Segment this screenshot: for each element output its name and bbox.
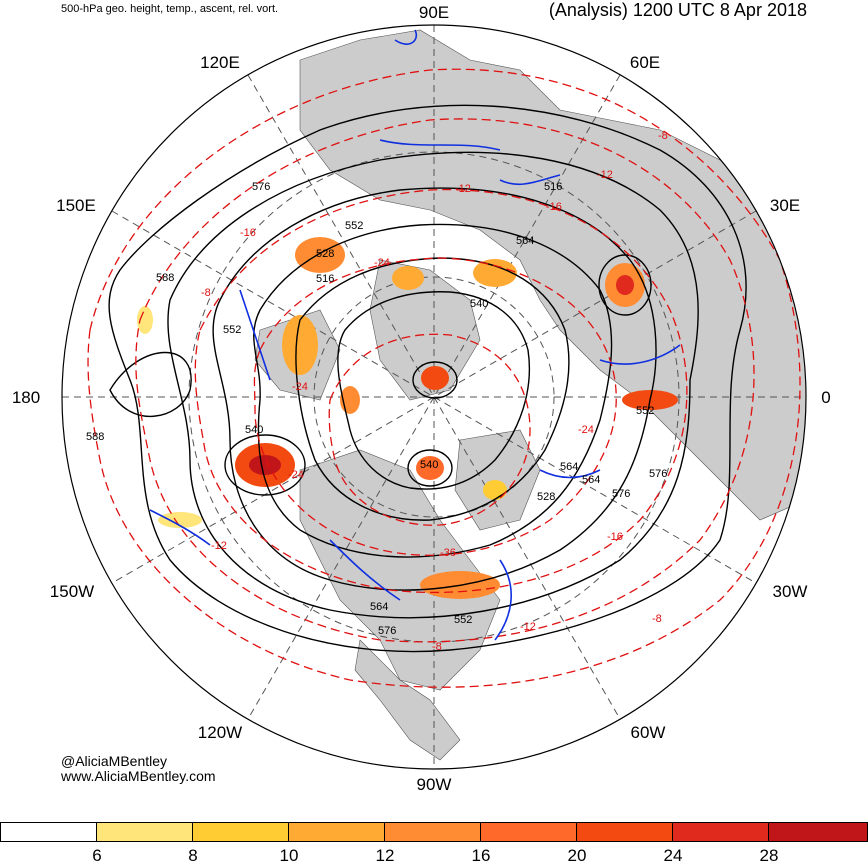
vort-blob [483, 480, 507, 500]
height-labels: 576 552 528 516 588 540 564 516 540 552 … [86, 181, 667, 637]
colorbar-tick: 28 [759, 846, 779, 865]
colorbar-cell [0, 822, 97, 842]
lon-label: 60W [631, 723, 666, 742]
credit-url: www.AliciaMBentley.com [61, 768, 216, 784]
lon-label: 30E [770, 196, 800, 215]
central-america-land [354, 639, 461, 761]
map-title: (Analysis) 1200 UTC 8 Apr 2018 [548, 0, 807, 20]
temperature-label: -12 [520, 621, 536, 633]
colorbar-cell [576, 822, 673, 842]
temperature-label: -12 [211, 540, 227, 552]
height-label: 516 [544, 181, 562, 193]
temperature-label: -8 [652, 613, 662, 625]
height-label: 576 [252, 181, 270, 193]
height-label: 552 [454, 614, 472, 626]
height-label: 552 [223, 324, 241, 336]
height-label: 564 [516, 235, 534, 247]
temperature-label: -24 [374, 257, 390, 269]
greenland-land [454, 429, 541, 531]
temperature-label: -12 [455, 183, 471, 195]
vort-blob [416, 456, 444, 480]
temperature-label: -16 [240, 227, 256, 239]
temperature-label: -24 [292, 381, 308, 393]
height-label: 588 [156, 272, 174, 284]
height-label: 588 [86, 431, 104, 443]
lon-label: 180 [12, 388, 40, 407]
colorbar-cell [288, 822, 385, 842]
vort-blob [616, 275, 634, 295]
arctic-canada-land [369, 259, 481, 401]
temperature-labels: -8 -12 -16 -16 -24 -8 -12 -24 -24 -12 -1… [201, 130, 668, 653]
vort-blob [249, 455, 281, 475]
height-label: 528 [316, 248, 334, 260]
colorbar-tick: 10 [279, 846, 299, 865]
lon-label: 0 [821, 388, 830, 407]
colorbar-cell [192, 822, 289, 842]
north-america-land [299, 449, 501, 691]
height-label: 540 [420, 459, 438, 471]
lon-label: 90W [417, 775, 452, 794]
colorbar-cell [672, 822, 769, 842]
lon-label: 30W [773, 582, 808, 601]
lon-label: 150W [50, 582, 94, 601]
colorbar-cell [480, 822, 577, 842]
ascent-contours [149, 29, 681, 641]
vort-blob [392, 266, 424, 290]
credit-handle: @AliciaMBentley [61, 753, 168, 769]
colorbar-tick: 6 [92, 846, 102, 865]
height-label: 540 [245, 424, 263, 436]
height-label: 540 [470, 298, 488, 310]
colorbar-tick: 16 [471, 846, 491, 865]
height-label: 528 [537, 491, 555, 503]
temperature-label: -16 [607, 531, 623, 543]
vort-blob [158, 512, 202, 528]
colorbar-tick: 20 [567, 846, 587, 865]
lon-label: 90E [419, 3, 449, 22]
height-label: 576 [649, 468, 667, 480]
height-label: 564 [560, 461, 578, 473]
map-subtitle: 500-hPa geo. height, temp., ascent, rel.… [61, 3, 279, 15]
height-label: 516 [316, 273, 334, 285]
temperature-contours [87, 68, 801, 688]
height-label: 576 [612, 488, 630, 500]
colorbar-cell [768, 822, 868, 842]
vort-blob [282, 315, 318, 375]
vort-blob [473, 259, 517, 287]
height-label: 564 [370, 601, 388, 613]
lon-label: 150E [56, 196, 96, 215]
map-border [61, 24, 807, 770]
vort-blob [295, 237, 345, 273]
lon-label: 60E [630, 53, 660, 72]
temperature-label: -8 [201, 287, 211, 299]
temperature-label: -36 [440, 547, 456, 559]
colorbar-tick: 8 [188, 846, 198, 865]
height-label: 552 [345, 220, 363, 232]
colorbar-tick: 12 [375, 846, 395, 865]
colorbar [0, 822, 868, 844]
temperature-label: -12 [597, 169, 613, 181]
height-label: 576 [378, 625, 396, 637]
height-label: 564 [582, 474, 600, 486]
height-contours [108, 104, 747, 653]
longitude-labels: 90E 60E 30E 0 30W 60W 90W 120W 150W 180 … [12, 3, 831, 794]
vort-blob [137, 306, 153, 334]
temperature-label: -8 [658, 130, 668, 142]
colorbar-cell [384, 822, 481, 842]
temperature-label: -24 [288, 469, 304, 481]
lon-label: 120E [200, 53, 240, 72]
temperature-label: -24 [578, 424, 594, 436]
temperature-label: -16 [546, 201, 562, 213]
colorbar-cell [96, 822, 193, 842]
temperature-label: -8 [432, 641, 442, 653]
vort-blob [421, 366, 449, 390]
colorbar-tick: 24 [663, 846, 683, 865]
lon-label: 120W [198, 723, 242, 742]
height-label: 552 [636, 405, 654, 417]
